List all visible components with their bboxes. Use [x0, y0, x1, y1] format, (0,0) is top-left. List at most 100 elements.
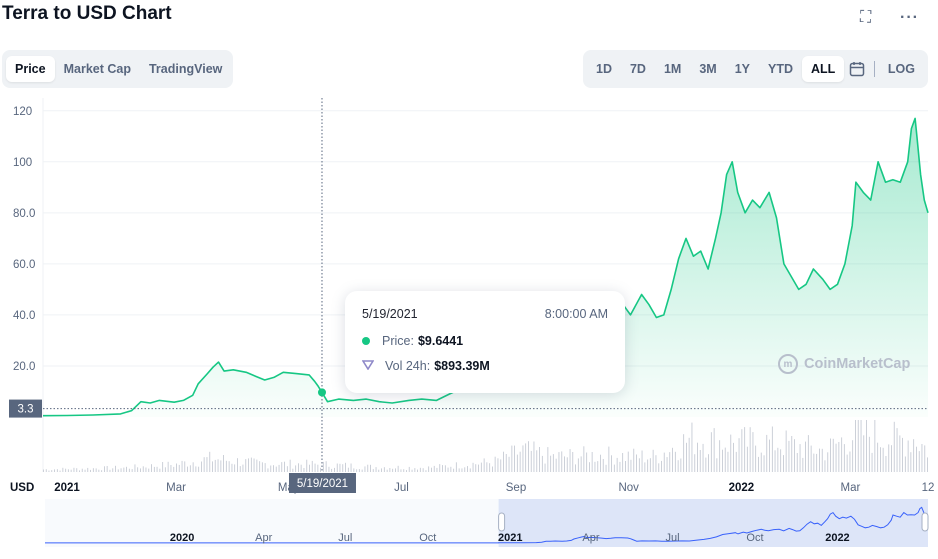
volume-bar [630, 459, 632, 472]
volume-bar [275, 466, 277, 472]
volume-bar [250, 457, 252, 472]
range-1d[interactable]: 1D [596, 62, 612, 76]
volume-bar [422, 468, 424, 472]
volume-bar [309, 464, 310, 472]
volume-bar [677, 460, 679, 472]
range-3m[interactable]: 3M [699, 62, 717, 76]
volume-bar [855, 420, 856, 472]
volume-bar [888, 444, 890, 472]
volume-bar [489, 463, 491, 472]
volume-bar [841, 437, 843, 472]
volume-bar [123, 467, 125, 472]
volume-bar [453, 468, 455, 472]
volume-bar [259, 461, 261, 472]
volume-bar [758, 456, 759, 472]
volume-bar [239, 466, 241, 472]
navigator-handle-left[interactable] [498, 512, 506, 532]
volume-bar [137, 467, 139, 472]
volume-bar [264, 463, 266, 472]
volume-bar [176, 463, 177, 472]
volume-bar [486, 462, 488, 472]
volume-bar [70, 469, 72, 472]
volume-bar [719, 440, 721, 472]
fullscreen-icon[interactable]: ⛶ [860, 9, 872, 26]
volume-bar [425, 470, 427, 472]
volume-bar [766, 434, 768, 472]
volume-bar [896, 428, 898, 472]
volume-bar [331, 468, 333, 472]
range-1m[interactable]: 1M [663, 62, 682, 76]
volume-bar [87, 467, 89, 472]
volume-bar [672, 447, 673, 472]
volume-bar [730, 434, 732, 472]
volume-bar [902, 437, 903, 472]
volume-bar [220, 460, 222, 472]
volume-bar [167, 461, 169, 472]
volume-bar [414, 468, 416, 472]
volume-bar [636, 454, 637, 472]
volume-bar [128, 468, 130, 472]
tab-tradingview[interactable]: TradingView [148, 62, 223, 76]
volume-bar [561, 451, 563, 472]
volume-bar [691, 422, 693, 472]
volume-bar [724, 447, 726, 472]
volume-bar [303, 468, 305, 472]
volume-bar [117, 469, 119, 472]
volume-bar [674, 451, 676, 472]
volume-bar [625, 461, 626, 472]
volume-bar [619, 461, 621, 472]
log-toggle[interactable]: LOG [887, 62, 915, 76]
volume-bar [126, 466, 127, 472]
volume-bar [539, 447, 540, 472]
tab-price[interactable]: Price [6, 56, 55, 82]
volume-bar [419, 467, 421, 472]
volume-bar [533, 441, 535, 472]
volume-bar [918, 451, 920, 472]
volume-bar [342, 464, 344, 472]
volume-bar [805, 441, 806, 472]
price-tooltip: 5/19/2021 8:00:00 AM Price: $9.6441 Vol … [345, 291, 625, 393]
volume-bar [364, 466, 366, 472]
range-ytd[interactable]: YTD [768, 62, 794, 76]
volume-bar [694, 454, 696, 472]
volume-bar [472, 462, 474, 472]
volume-bar [95, 468, 97, 472]
more-icon[interactable]: ··· [900, 9, 919, 26]
volume-bar [261, 462, 263, 472]
volume-bar [525, 443, 527, 472]
range-7d[interactable]: 7D [629, 62, 646, 76]
range-all[interactable]: ALL [802, 56, 845, 82]
volume-bar [860, 420, 862, 472]
volume-bar [633, 448, 635, 472]
range-1y[interactable]: 1Y [734, 62, 751, 76]
volume-bar [256, 459, 258, 472]
volume-bar [198, 466, 200, 472]
volume-bar [442, 465, 443, 472]
volume-bar [891, 445, 892, 472]
tab-market-cap[interactable]: Market Cap [63, 62, 131, 76]
volume-bar [104, 466, 105, 472]
volume-bar [461, 468, 463, 472]
navigator-selection[interactable] [498, 499, 928, 547]
volume-bar [51, 470, 53, 472]
volume-bar [547, 447, 549, 472]
volume-bar [516, 454, 518, 472]
volume-bar [508, 456, 510, 472]
tooltip-price-value: $9.6441 [417, 334, 464, 348]
calendar-icon[interactable] [844, 55, 870, 83]
volume-bar [314, 463, 316, 472]
volume-bar [613, 464, 615, 472]
volume-bar [699, 450, 701, 472]
crosshair-date-badge [288, 473, 356, 493]
volume-bar [552, 454, 554, 472]
navigator-tick-label: Apr [255, 532, 272, 544]
volume-bar [899, 435, 901, 472]
volume-bar [106, 466, 108, 472]
volume-bar [616, 457, 618, 472]
volume-bar [785, 430, 787, 472]
volume-bar [749, 427, 751, 472]
volume-bar [843, 444, 845, 472]
navigator-handle-right[interactable] [921, 512, 929, 532]
volume-bar [140, 468, 141, 472]
